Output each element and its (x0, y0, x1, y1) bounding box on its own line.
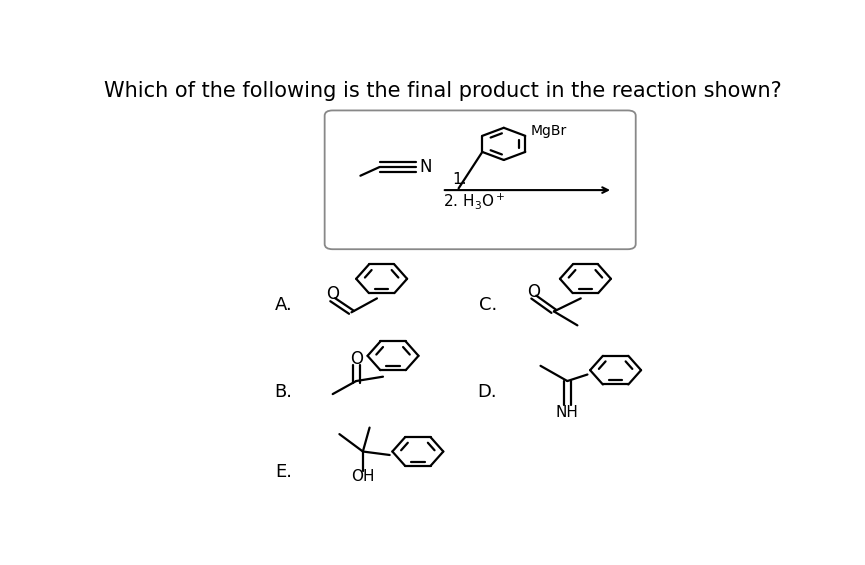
Text: MgBr: MgBr (530, 124, 567, 138)
Text: N: N (419, 158, 432, 176)
Text: O: O (326, 285, 339, 303)
FancyBboxPatch shape (324, 110, 636, 249)
Text: 1.: 1. (452, 172, 467, 187)
Text: E.: E. (275, 463, 292, 481)
Text: C.: C. (478, 296, 497, 314)
Text: B.: B. (274, 383, 292, 401)
Text: A.: A. (275, 296, 292, 314)
Text: NH: NH (556, 405, 579, 420)
Text: Which of the following is the final product in the reaction shown?: Which of the following is the final prod… (105, 81, 782, 101)
Text: O: O (528, 283, 541, 301)
Text: OH: OH (351, 470, 375, 484)
Text: 2. H$_3$O$^+$: 2. H$_3$O$^+$ (443, 191, 505, 211)
Text: D.: D. (477, 383, 497, 401)
Text: O: O (349, 350, 362, 368)
